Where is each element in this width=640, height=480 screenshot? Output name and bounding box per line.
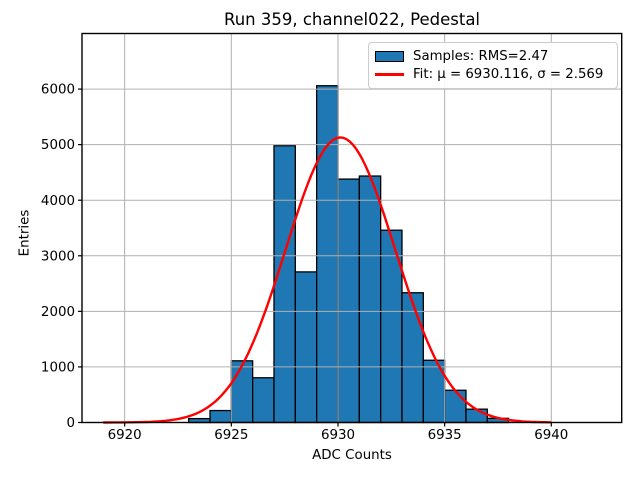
histogram-bar [273, 145, 296, 424]
histogram-bar [209, 409, 232, 424]
histogram-bar [358, 175, 382, 424]
fit-curve [103, 136, 552, 424]
y-tick-label: 6000 [41, 83, 75, 98]
legend-item-fit: Fit: μ = 6930.116, σ = 2.569 [375, 67, 611, 82]
legend-samples-label: Samples: RMS=2.47 [413, 48, 549, 64]
x-tick-label: 6925 [214, 428, 248, 443]
y-tick-label: 4000 [41, 194, 75, 209]
x-axis-label: ADC Counts [312, 448, 392, 463]
y-tick-label: 2000 [41, 305, 75, 320]
histogram-bar [401, 292, 424, 424]
legend-fit-label: Fit: μ = 6930.116, σ = 2.569 [413, 67, 604, 83]
x-tick-label: 6920 [108, 428, 142, 443]
samples-swatch-icon [375, 50, 404, 62]
chart-title: Run 359, channel022, Pedestal [223, 10, 481, 29]
axes-frame [81, 32, 623, 424]
histogram-bar [465, 408, 488, 424]
histogram-bar [443, 389, 467, 424]
y-tick-label: 1000 [41, 361, 75, 376]
y-tick-label: 3000 [41, 249, 75, 264]
histogram-bar [337, 178, 360, 424]
x-tick-label: 6940 [534, 428, 568, 443]
fit-line-swatch-icon [375, 73, 404, 77]
histogram-bar [315, 85, 339, 424]
legend: Samples: RMS=2.47 Fit: μ = 6930.116, σ =… [368, 42, 618, 89]
y-tick-label: 5000 [41, 138, 75, 153]
histogram-bar [230, 360, 254, 424]
y-axis-label: Entries [17, 209, 33, 257]
x-tick-label: 6935 [428, 428, 462, 443]
histogram-bar [252, 377, 275, 424]
legend-item-samples: Samples: RMS=2.47 [375, 49, 611, 64]
y-tick-label: 0 [66, 416, 75, 431]
histogram-bar [294, 271, 318, 424]
x-tick-label: 6930 [321, 428, 355, 443]
